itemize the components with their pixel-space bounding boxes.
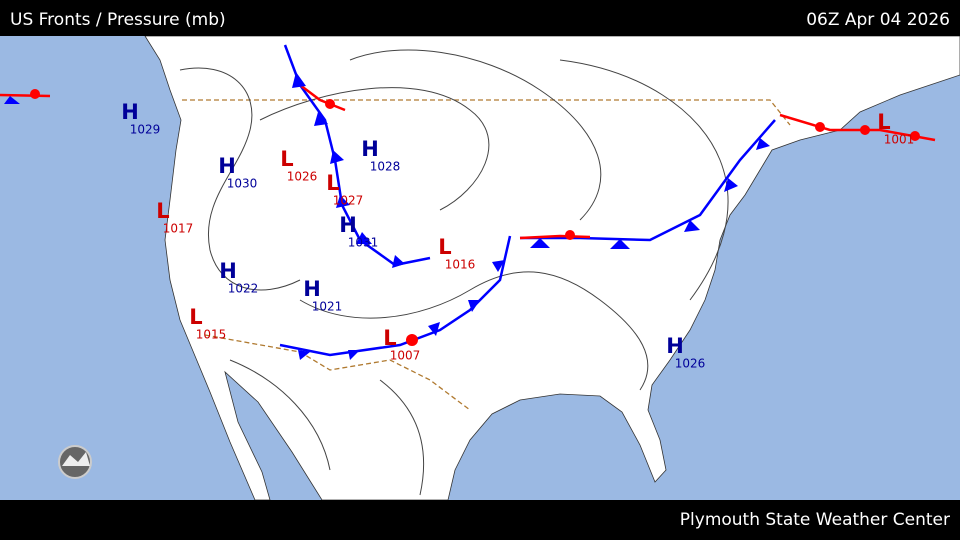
front-symbols	[30, 89, 920, 346]
pressure-symbol: H	[303, 277, 321, 301]
pressure-value: 1027	[333, 194, 364, 208]
pressure-symbol: H	[219, 259, 237, 283]
footer-bar	[0, 500, 960, 540]
pressure-value: 1029	[130, 123, 161, 137]
border	[204, 334, 471, 411]
pressure-symbol: H	[218, 154, 236, 178]
map-time: 06Z Apr 04 2026	[806, 10, 950, 30]
isobar	[349, 49, 602, 221]
pressure-value: 1017	[163, 222, 194, 236]
credit: Plymouth State Weather Center	[680, 510, 950, 530]
pressure-symbol: L	[156, 199, 169, 223]
header-bar	[0, 0, 960, 36]
pressure-value: 1001	[884, 133, 915, 147]
pressure-value: 1021	[312, 300, 343, 314]
land	[144, 35, 960, 501]
pressure-symbol: H	[361, 137, 379, 161]
front-symbols	[4, 72, 770, 360]
pressure-symbol: L	[383, 326, 396, 350]
pressure-value: 1022	[228, 282, 259, 296]
pressure-symbol: H	[121, 100, 139, 124]
pressure-symbol: L	[280, 147, 293, 171]
pressure-value: 1028	[370, 160, 401, 174]
pressure-symbol: L	[438, 235, 451, 259]
pressure-symbol: H	[666, 334, 684, 358]
pressure-symbol: L	[189, 305, 202, 329]
pressure-value: 1026	[675, 357, 706, 371]
pressure-symbol: L	[877, 110, 890, 134]
pressure-value: 1030	[227, 177, 258, 191]
pressure-value: 1026	[287, 170, 318, 184]
pressure-symbol: H	[339, 213, 357, 237]
logo	[58, 445, 92, 479]
isobar	[229, 359, 331, 471]
pressure-value: 1015	[196, 328, 227, 342]
pressure-value: 1031	[348, 236, 379, 250]
cold-front	[279, 235, 512, 357]
warm-front	[0, 84, 936, 240]
pressure-value: 1007	[390, 349, 421, 363]
isobar	[179, 67, 301, 291]
pressure-value: 1016	[445, 258, 476, 272]
map-title: US Fronts / Pressure (mb)	[10, 10, 226, 30]
cold-front	[283, 44, 431, 267]
pressure-symbol: L	[326, 171, 339, 195]
isobar	[559, 59, 729, 301]
isobar	[379, 379, 425, 496]
isobar	[299, 271, 649, 391]
